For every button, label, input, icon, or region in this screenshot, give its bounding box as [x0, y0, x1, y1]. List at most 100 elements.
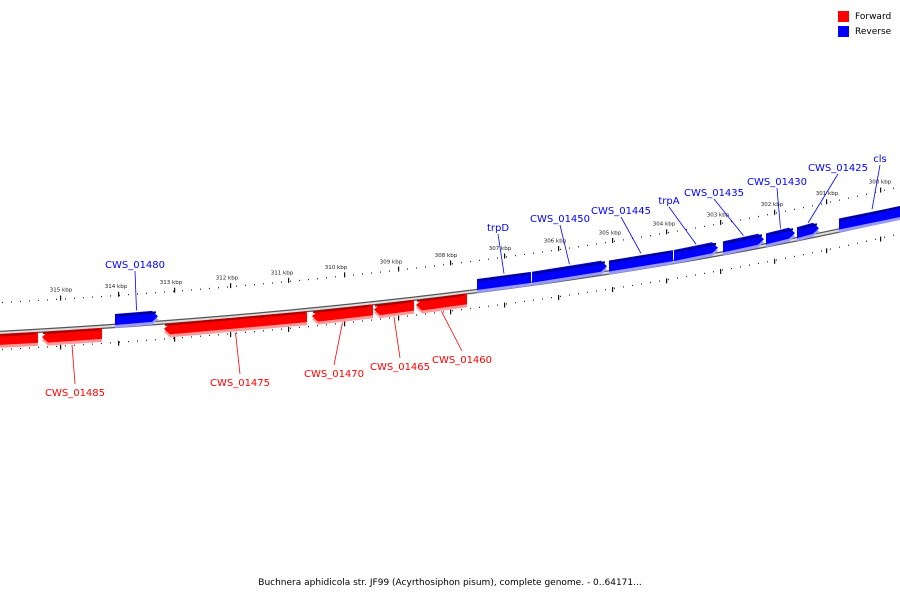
scale-dot	[587, 244, 588, 247]
scale-dot	[812, 205, 813, 207]
scale-dot	[164, 291, 165, 293]
gene-label[interactable]: cls	[873, 154, 887, 165]
gene-edge	[532, 261, 606, 275]
scale-dot	[641, 283, 642, 285]
scale-label: 302 kbp	[761, 202, 784, 208]
scale-dot	[704, 272, 705, 274]
scale-dot	[56, 298, 57, 300]
gene-feature[interactable]	[797, 222, 819, 242]
scale-dot	[560, 248, 561, 250]
gene-label[interactable]: CWS_01470	[304, 369, 364, 380]
major-tick	[720, 219, 722, 225]
gene-label[interactable]: CWS_01435	[684, 188, 744, 199]
major-tick	[774, 258, 776, 264]
scale-dot	[119, 341, 120, 343]
gene-feature[interactable]	[416, 293, 467, 314]
scale-dot	[389, 270, 390, 272]
scale-dot	[173, 290, 174, 292]
gene-edge	[164, 311, 306, 326]
scale-dot	[758, 215, 759, 218]
gene-arrow	[374, 299, 414, 316]
scale-dot	[470, 260, 471, 263]
gene-arrow	[312, 304, 373, 322]
gene-label[interactable]: CWS_01460	[432, 355, 492, 366]
scale-dot	[146, 292, 147, 294]
gene-feature[interactable]	[532, 260, 607, 286]
scale-dot	[569, 247, 570, 249]
gene-label[interactable]: CWS_01430	[747, 177, 807, 188]
scale-dot	[11, 348, 12, 350]
gene-label[interactable]: CWS_01480	[105, 260, 165, 271]
scale-dot	[524, 253, 525, 256]
scale-dot	[110, 295, 111, 297]
gene-leader-line	[497, 233, 505, 274]
scale-dot	[767, 261, 768, 263]
gene-feature[interactable]	[312, 304, 373, 325]
gene-features	[0, 205, 900, 348]
scale-dot	[119, 294, 120, 296]
scale-dot	[128, 294, 129, 296]
map-caption: Buchnera aphidicola str. JF99 (Acyrthosi…	[258, 578, 642, 588]
scale-dot	[515, 302, 516, 304]
gene-label[interactable]: CWS_01450	[530, 214, 590, 225]
gene-label[interactable]: CWS_01465	[370, 362, 430, 373]
gene-leader-line	[441, 311, 463, 352]
scale-dot	[173, 337, 174, 339]
forward-swatch	[838, 11, 849, 22]
major-tick	[450, 260, 452, 266]
scale-dot	[533, 252, 534, 254]
gene-edge	[723, 234, 763, 244]
scale-dot	[227, 286, 228, 288]
gene-label[interactable]: CWS_01475	[210, 378, 270, 389]
scale-dot	[488, 258, 489, 260]
gene-feature[interactable]	[674, 242, 718, 264]
major-tick	[118, 291, 120, 297]
scale-label: 315 kbp	[50, 287, 73, 293]
gene-label[interactable]: trpD	[487, 223, 509, 234]
gene-feature[interactable]	[609, 250, 673, 275]
scale-dot	[434, 312, 435, 314]
scale-dot	[785, 210, 786, 212]
major-tick	[720, 268, 722, 274]
legend-label: Reverse	[855, 26, 892, 37]
scale-dot	[695, 274, 696, 276]
scale-dot	[218, 287, 219, 289]
scale-dot	[146, 339, 147, 341]
gene-feature[interactable]	[42, 327, 102, 346]
gene-feature[interactable]	[839, 205, 900, 233]
scale-dot	[794, 208, 795, 211]
gene-label[interactable]: CWS_01425	[808, 163, 868, 174]
scale-dot	[65, 298, 66, 300]
scale-dot	[623, 239, 624, 241]
gene-feature[interactable]	[374, 299, 414, 319]
scale-dot	[353, 274, 354, 276]
gene-label[interactable]: trpA	[658, 196, 679, 207]
gene-label[interactable]: CWS_01485	[45, 388, 105, 399]
scale-dot	[875, 238, 876, 240]
scale-dot	[596, 243, 597, 245]
gene-leader-line	[807, 173, 839, 224]
scale-dot	[569, 294, 570, 296]
scale-dot	[497, 257, 498, 259]
scale-dot	[407, 268, 408, 270]
gene-feature[interactable]	[477, 271, 531, 294]
scale-label: 313 kbp	[160, 280, 183, 286]
gene-feature[interactable]	[164, 311, 307, 338]
scale-dot	[614, 287, 615, 289]
major-tick	[504, 253, 506, 259]
scale-dot	[425, 313, 426, 315]
scale-dot	[245, 284, 246, 287]
scale-ticks	[2, 187, 894, 351]
scale-dot	[749, 264, 750, 266]
major-tick	[826, 199, 828, 205]
scale-label: 311 kbp	[271, 270, 294, 276]
gene-feature[interactable]	[115, 310, 158, 328]
gene-feature[interactable]	[766, 227, 795, 248]
scale-dot	[326, 324, 327, 326]
gene-label[interactable]: CWS_01445	[591, 206, 651, 217]
gene-feature[interactable]	[723, 233, 764, 256]
gene-feature[interactable]	[0, 331, 38, 348]
scale-dot	[326, 277, 327, 279]
scale-dot	[524, 300, 525, 303]
scale-dot	[803, 207, 804, 209]
